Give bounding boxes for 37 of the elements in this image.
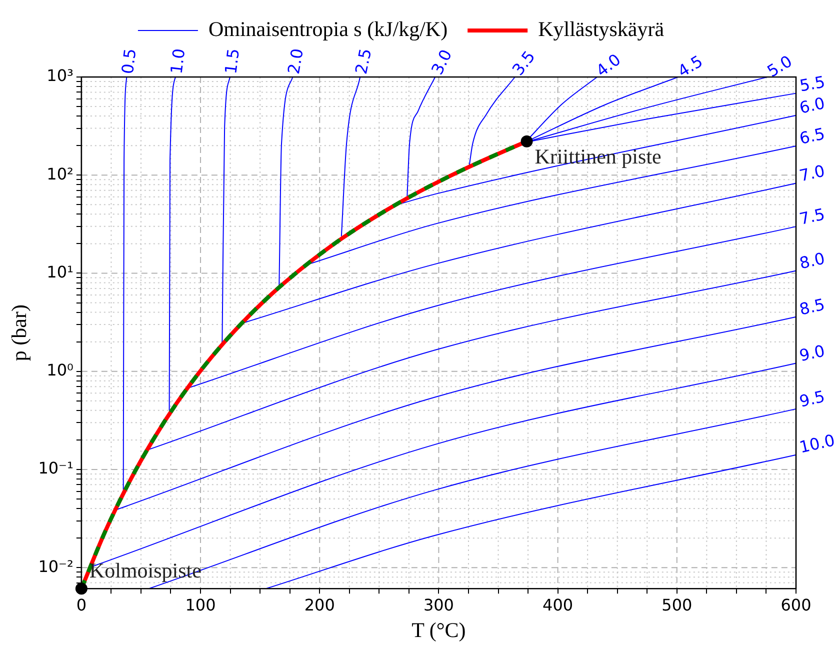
x-tick-label: 100 (185, 595, 216, 614)
annotation: 2.0 (284, 47, 307, 76)
x-tick-label: 200 (304, 595, 335, 614)
y-axis-title: p (bar) (7, 304, 32, 362)
annotation: 6.0 (798, 93, 827, 118)
x-tick-label: 300 (423, 595, 454, 614)
annotation: 0.5 (118, 47, 140, 75)
y-tick-label: 10⁰ (46, 360, 74, 380)
y-tick-label: 10³ (46, 66, 74, 86)
annotation: 7.5 (798, 204, 827, 229)
x-tick-label: 0 (76, 595, 87, 614)
y-tick-label: 10² (46, 164, 74, 184)
annotation: 4.5 (674, 51, 706, 81)
annotation: 3.5 (508, 47, 539, 79)
x-axis-title: T (°C) (412, 618, 466, 642)
annotation: 8.0 (798, 248, 827, 273)
annotation: 1.0 (166, 47, 189, 75)
annotation: 8.5 (798, 294, 827, 319)
annotation: 1.5 (221, 47, 244, 75)
x-tick-label: 400 (542, 595, 574, 614)
y-tick-label: 10⁻¹ (38, 458, 74, 478)
y-tick-label: 10⁻² (38, 556, 74, 576)
legend-label: Kyllästyskäyrä (538, 17, 665, 42)
annotation: 3.0 (427, 46, 456, 78)
x-tick-label: 600 (780, 595, 812, 614)
annotation: 7.0 (798, 161, 827, 186)
y-tick-label: 10¹ (46, 262, 74, 282)
annotation: 9.5 (798, 386, 827, 411)
annotation: 5.0 (764, 51, 796, 81)
annotation: 6.5 (798, 124, 827, 148)
annotation: 9.0 (798, 341, 827, 366)
annotation: 4.0 (592, 50, 624, 80)
annotation: 10.0 (798, 430, 836, 457)
x-tick-label: 500 (662, 595, 692, 614)
legend-label: Ominaisentropia s (kJ/kg/K) (208, 17, 448, 42)
annotation: 2.5 (351, 46, 376, 76)
annotation: 5.5 (798, 72, 826, 96)
